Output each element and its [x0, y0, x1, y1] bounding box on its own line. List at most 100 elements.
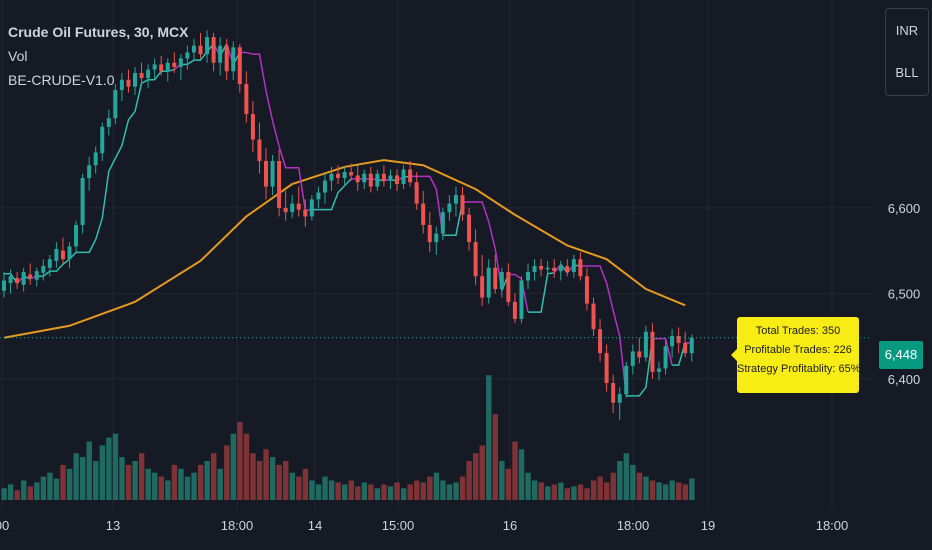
volume-bar	[387, 486, 394, 500]
volume-bar	[368, 484, 374, 500]
price-tick-label: 6,500	[888, 286, 921, 301]
candle	[21, 267, 26, 292]
currency-inr-button[interactable]: INR	[895, 23, 919, 38]
volume-bars	[1, 375, 695, 500]
volume-bar	[125, 464, 132, 500]
candle-body	[506, 271, 511, 302]
volume-indicator-label[interactable]: Vol	[8, 48, 28, 64]
volume-bar	[112, 433, 119, 500]
volume-bar	[256, 461, 263, 500]
volume-bar	[40, 476, 47, 500]
volume-bar	[224, 445, 230, 500]
volume-bar	[73, 453, 79, 500]
candle	[453, 186, 458, 217]
volume-bar	[328, 480, 335, 500]
strategy-indicator-label[interactable]: BE-CRUDE-V1.0	[8, 72, 115, 88]
candle-body	[480, 276, 485, 298]
candle-body	[676, 336, 681, 343]
time-tick-label: 18:00	[221, 518, 254, 533]
volume-bar	[610, 472, 616, 500]
candle	[630, 344, 635, 375]
candle	[290, 195, 295, 219]
candle-body	[47, 259, 52, 268]
volume-bar	[47, 472, 53, 500]
candle	[244, 71, 249, 123]
candle	[34, 267, 39, 287]
candle	[499, 267, 504, 298]
candle-body	[211, 37, 216, 63]
candle	[198, 32, 203, 59]
volume-bar	[473, 453, 479, 500]
candle	[93, 146, 98, 174]
candle	[401, 165, 406, 190]
candle	[421, 190, 426, 234]
candle-body	[309, 199, 314, 217]
candle	[237, 43, 242, 93]
candle	[395, 169, 399, 191]
chart-grid	[0, 0, 872, 510]
volume-bar	[171, 464, 178, 500]
time-tick-label: 18:00	[617, 518, 650, 533]
candle-body	[146, 69, 151, 79]
candle-body	[113, 90, 118, 119]
candle	[486, 259, 491, 304]
volume-bar	[486, 375, 492, 500]
candle-body	[60, 250, 65, 260]
volume-bar	[145, 468, 151, 500]
candle	[643, 325, 648, 362]
volume-bar	[538, 482, 544, 500]
candle-body	[303, 209, 308, 217]
candle	[512, 293, 517, 324]
currency-switcher: INR BLL	[885, 8, 929, 96]
volume-bar	[453, 482, 459, 500]
volume-bar	[427, 476, 433, 500]
candle	[578, 252, 583, 281]
symbol-title[interactable]: Crude Oil Futures, 30, MCX	[8, 24, 189, 40]
volume-bar	[243, 433, 250, 500]
trailing-stop-segment	[36, 68, 175, 277]
candle-body	[414, 182, 419, 204]
candle	[493, 254, 498, 294]
candle-body	[408, 169, 413, 183]
candle	[368, 166, 373, 193]
candle-body	[218, 45, 223, 63]
candle-body	[355, 175, 360, 183]
volume-bar	[630, 464, 636, 500]
candle-body	[578, 259, 583, 277]
candle-body	[336, 173, 341, 179]
candle	[460, 186, 465, 221]
candle	[126, 69, 131, 93]
candle	[224, 38, 229, 80]
candle-body	[15, 277, 20, 284]
candle	[41, 259, 46, 281]
candle	[119, 72, 124, 102]
volume-bar	[551, 484, 557, 500]
trailing-stop-segment	[652, 337, 673, 366]
candle	[322, 173, 327, 204]
candle	[467, 207, 472, 251]
volume-bar	[499, 461, 505, 500]
currency-bll-button[interactable]: BLL	[895, 65, 919, 80]
volume-bar	[623, 453, 630, 500]
candle	[604, 344, 609, 392]
volume-bar	[590, 480, 597, 500]
candle-body	[250, 113, 255, 140]
volume-bar	[269, 457, 276, 500]
candles	[2, 30, 694, 420]
volume-bar	[656, 482, 662, 500]
volume-bar	[250, 453, 256, 500]
candle	[185, 45, 190, 70]
candle-body	[257, 139, 262, 161]
label-pointer	[731, 349, 737, 361]
time-tick-label: 14	[308, 518, 322, 533]
time-tick-label: 18:00	[816, 518, 849, 533]
candle-body	[165, 62, 170, 72]
trailing-stop-segment	[462, 201, 503, 291]
candle	[159, 55, 164, 76]
candle	[218, 37, 223, 76]
candle-body	[637, 351, 642, 358]
volume-bar	[571, 486, 577, 500]
candle	[408, 160, 413, 187]
price-tick-label: 6,400	[888, 372, 921, 387]
